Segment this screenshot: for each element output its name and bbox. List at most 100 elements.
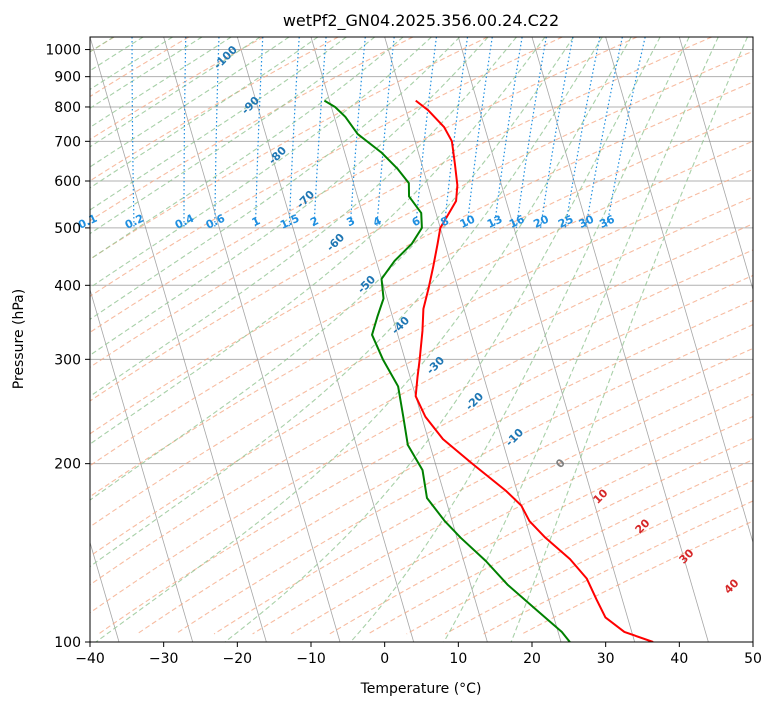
moist-adiabat-line (510, 37, 748, 642)
mixing-ratio-label: 30 (577, 212, 597, 230)
dry-adiabat-line (483, 500, 753, 635)
dry-adiabat-label: -20 (463, 390, 486, 413)
isotherm-line (310, 37, 488, 642)
mixing-ratio-label: 1 (250, 214, 262, 229)
dry-adiabat-line (444, 479, 753, 635)
moist-adiabat-line (443, 37, 719, 642)
dry-adiabat-line (90, 37, 638, 333)
moist-adiabat-line (90, 37, 290, 168)
mixing-ratio-line (443, 37, 469, 228)
moist-adiabat-line (90, 37, 347, 211)
moist-adiabat-line (90, 37, 546, 445)
x-tick-label: 40 (670, 651, 688, 667)
moist-adiabat-line (90, 37, 489, 356)
dry-adiabat-line (90, 37, 563, 297)
mixing-ratio-label: 20 (531, 212, 551, 230)
mixing-ratio-line (415, 37, 438, 228)
isotherm-line (163, 37, 341, 642)
mixing-ratio-label: 13 (485, 213, 504, 231)
mixing-ratio-line (183, 37, 187, 228)
moist-adiabat-line (90, 37, 319, 189)
plot-lines (323, 99, 654, 642)
isotherm-line (752, 37, 753, 39)
y-axis-label: Pressure (hPa) (11, 289, 27, 389)
mixing-ratio-line (605, 37, 646, 229)
moist-adiabat-line (90, 37, 203, 109)
mixing-ratio-line (254, 37, 264, 228)
mixing-ratio-line (82, 37, 87, 228)
mixing-ratio-line (539, 37, 574, 228)
dry-adiabat-line (175, 324, 753, 635)
moist-adiabat-line (95, 37, 632, 642)
moist-adiabat-line (90, 37, 432, 289)
dry-adiabat-label: -70 (294, 188, 317, 211)
isotherm-line (90, 288, 194, 642)
mixing-ratio-line (585, 37, 623, 229)
mixing-ratio-line (131, 37, 135, 228)
y-tick-label: 1000 (45, 43, 81, 59)
moist-adiabat-line (224, 37, 661, 642)
dry-adiabat-line (329, 415, 753, 635)
moist-adiabat-label: 40 (722, 576, 742, 596)
y-tick-label: 500 (54, 221, 81, 237)
plot-background (82, 37, 753, 642)
moist-adiabat-line (90, 37, 261, 148)
y-tick-label: 200 (54, 457, 81, 473)
mixing-ratio-label: 3 (344, 214, 356, 229)
y-tick-label: 800 (54, 100, 81, 116)
y-tick-label: 600 (54, 174, 81, 190)
isotherm-line (457, 37, 636, 642)
isotherm-line (678, 37, 753, 292)
isotherm-line (531, 37, 709, 642)
mixing-ratio-label: 25 (556, 213, 575, 231)
x-axis-label: Temperature (°C) (360, 681, 482, 697)
mixing-ratio-line (376, 37, 395, 228)
dry-adiabat-line (90, 249, 753, 614)
mixing-ratio-label: 0.2 (123, 212, 146, 232)
x-tick-label: 0 (380, 651, 389, 667)
moist-adiabat-line (90, 37, 376, 235)
x-tick-label: −30 (149, 651, 179, 667)
moist-adiabat-line (350, 37, 690, 642)
moist-adiabat-label: 10 (591, 486, 611, 506)
dry-adiabat-line (90, 37, 264, 141)
mixing-ratio-label: 36 (597, 212, 617, 230)
mixing-ratio-label: 4 (371, 214, 384, 229)
plot-frame (89, 36, 754, 643)
dewpoint-profile-line (323, 99, 571, 642)
x-tick-label: 50 (744, 651, 762, 667)
y-tick-label: 700 (54, 134, 81, 150)
dry-adiabat-line (406, 459, 753, 635)
dry-adiabat-label: -10 (503, 426, 526, 449)
dry-adiabat-label: -50 (355, 273, 378, 296)
x-tick-label: 20 (523, 651, 541, 667)
dry-adiabat-line (521, 520, 753, 635)
moist-adiabat-line (90, 37, 232, 129)
mixing-ratio-label: 16 (507, 212, 527, 230)
moist-adiabat-label: 30 (677, 546, 697, 566)
chart-title: wetPf2_GN04.2025.356.00.24.C22 (283, 11, 559, 31)
dry-adiabat-line (90, 50, 753, 402)
mixing-ratio-line (349, 37, 366, 228)
x-tick-label: 30 (597, 651, 615, 667)
mixing-ratio-line (466, 37, 493, 228)
x-axis: −40 −30 −20 −10 0 10 20 30 40 50 (75, 642, 762, 667)
y-axis: 100 200 300 400 500 600 700 800 900 1000 (45, 43, 90, 651)
isotherm-line (384, 37, 562, 642)
dry-adiabat-line (90, 111, 753, 467)
dry-adiabat-line (367, 437, 753, 635)
x-tick-label: −40 (75, 651, 105, 667)
dry-adiabat-line (290, 393, 753, 635)
mixing-ratio-line (313, 37, 327, 228)
dry-adiabat-line (90, 37, 414, 222)
y-tick-label: 300 (54, 352, 81, 368)
dry-adiabat-line (98, 274, 753, 635)
mixing-ratio-label: 10 (458, 212, 478, 230)
moist-adiabat-line (90, 37, 517, 397)
dry-adiabat-line (90, 37, 190, 98)
dry-adiabat-line (90, 140, 753, 498)
x-tick-label: 10 (449, 651, 467, 667)
isotherm-line (236, 37, 415, 642)
